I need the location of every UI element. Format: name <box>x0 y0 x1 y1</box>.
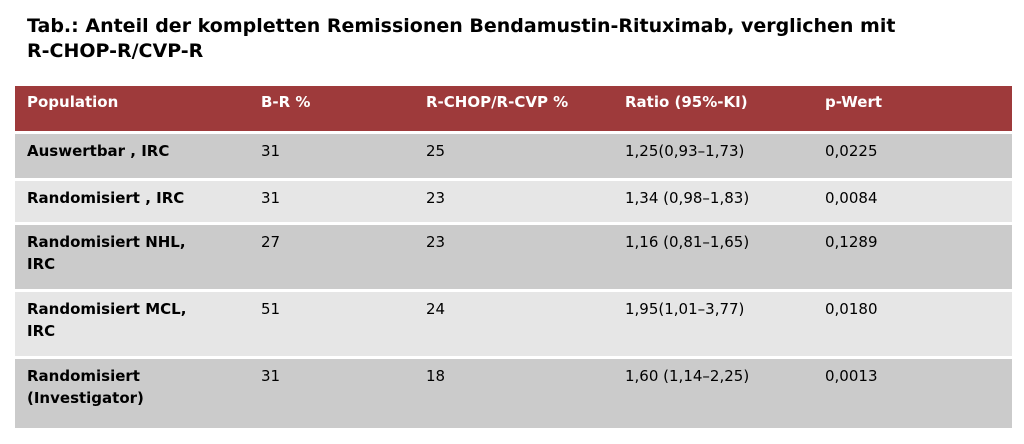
cell-population: Auswertbar , IRC <box>15 130 249 179</box>
cell-p-value: 0,0225 <box>813 130 1012 179</box>
header-rchop: R-CHOP/R-CVP % <box>414 86 613 132</box>
population-line: Randomisiert <box>27 366 140 385</box>
population-line: Auswertbar , IRC <box>27 141 170 160</box>
cell-br: 31 <box>249 130 414 179</box>
cell-ratio: 1,16 (0,81–1,65) <box>613 221 813 290</box>
population-line: IRC <box>27 321 56 340</box>
cell-br: 27 <box>249 221 414 290</box>
cell-population: Randomisiert , IRC <box>15 177 249 223</box>
table-row: Randomisiert , IRC 31 23 1,34 (0,98–1,83… <box>15 177 1012 223</box>
header-p-value: p-Wert <box>813 86 1012 132</box>
header-br: B-R % <box>249 86 414 132</box>
cell-br: 51 <box>249 288 414 357</box>
table-row: Randomisiert MCL, IRC 51 24 1,95(1,01–3,7… <box>15 288 1012 357</box>
cell-population: Randomisiert MCL, IRC <box>15 288 249 357</box>
cell-p-value: 0,0180 <box>813 288 1012 357</box>
population-line: Randomisiert NHL, <box>27 232 186 251</box>
cell-population: Randomisiert NHL, IRC <box>15 221 249 290</box>
cell-p-value: 0,0084 <box>813 177 1012 223</box>
population-line: Randomisiert MCL, <box>27 299 187 318</box>
population-line: (Investigator) <box>27 388 144 407</box>
title-line-2: R-CHOP-R/CVP-R <box>27 40 204 62</box>
header-ratio: Ratio (95%-KI) <box>613 86 813 132</box>
cell-population: Randomisiert (Investigator) <box>15 355 249 428</box>
remission-table: Population B-R % R-CHOP/R-CVP % Ratio (9… <box>15 86 1012 428</box>
cell-rchop: 23 <box>414 221 613 290</box>
cell-ratio: 1,34 (0,98–1,83) <box>613 177 813 223</box>
cell-rchop: 18 <box>414 355 613 428</box>
table-row: Randomisiert NHL, IRC 27 23 1,16 (0,81–1,… <box>15 221 1012 290</box>
cell-ratio: 1,60 (1,14–2,25) <box>613 355 813 428</box>
population-line: IRC <box>27 254 56 273</box>
cell-rchop: 25 <box>414 130 613 179</box>
cell-br: 31 <box>249 355 414 428</box>
population-line: Randomisiert , IRC <box>27 188 185 207</box>
cell-br: 31 <box>249 177 414 223</box>
header-population: Population <box>15 86 249 132</box>
table-row: Auswertbar , IRC 31 25 1,25(0,93–1,73) 0… <box>15 130 1012 179</box>
cell-ratio: 1,95(1,01–3,77) <box>613 288 813 357</box>
title-line-1: Tab.: Anteil der kompletten Remissionen … <box>27 15 896 37</box>
cell-p-value: 0,1289 <box>813 221 1012 290</box>
cell-p-value: 0,0013 <box>813 355 1012 428</box>
cell-ratio: 1,25(0,93–1,73) <box>613 130 813 179</box>
cell-rchop: 23 <box>414 177 613 223</box>
table-title: Tab.: Anteil der kompletten Remissionen … <box>27 14 1007 64</box>
cell-rchop: 24 <box>414 288 613 357</box>
table-row: Randomisiert (Investigator) 31 18 1,60 (1… <box>15 355 1012 428</box>
header-row: Population B-R % R-CHOP/R-CVP % Ratio (9… <box>15 86 1012 132</box>
